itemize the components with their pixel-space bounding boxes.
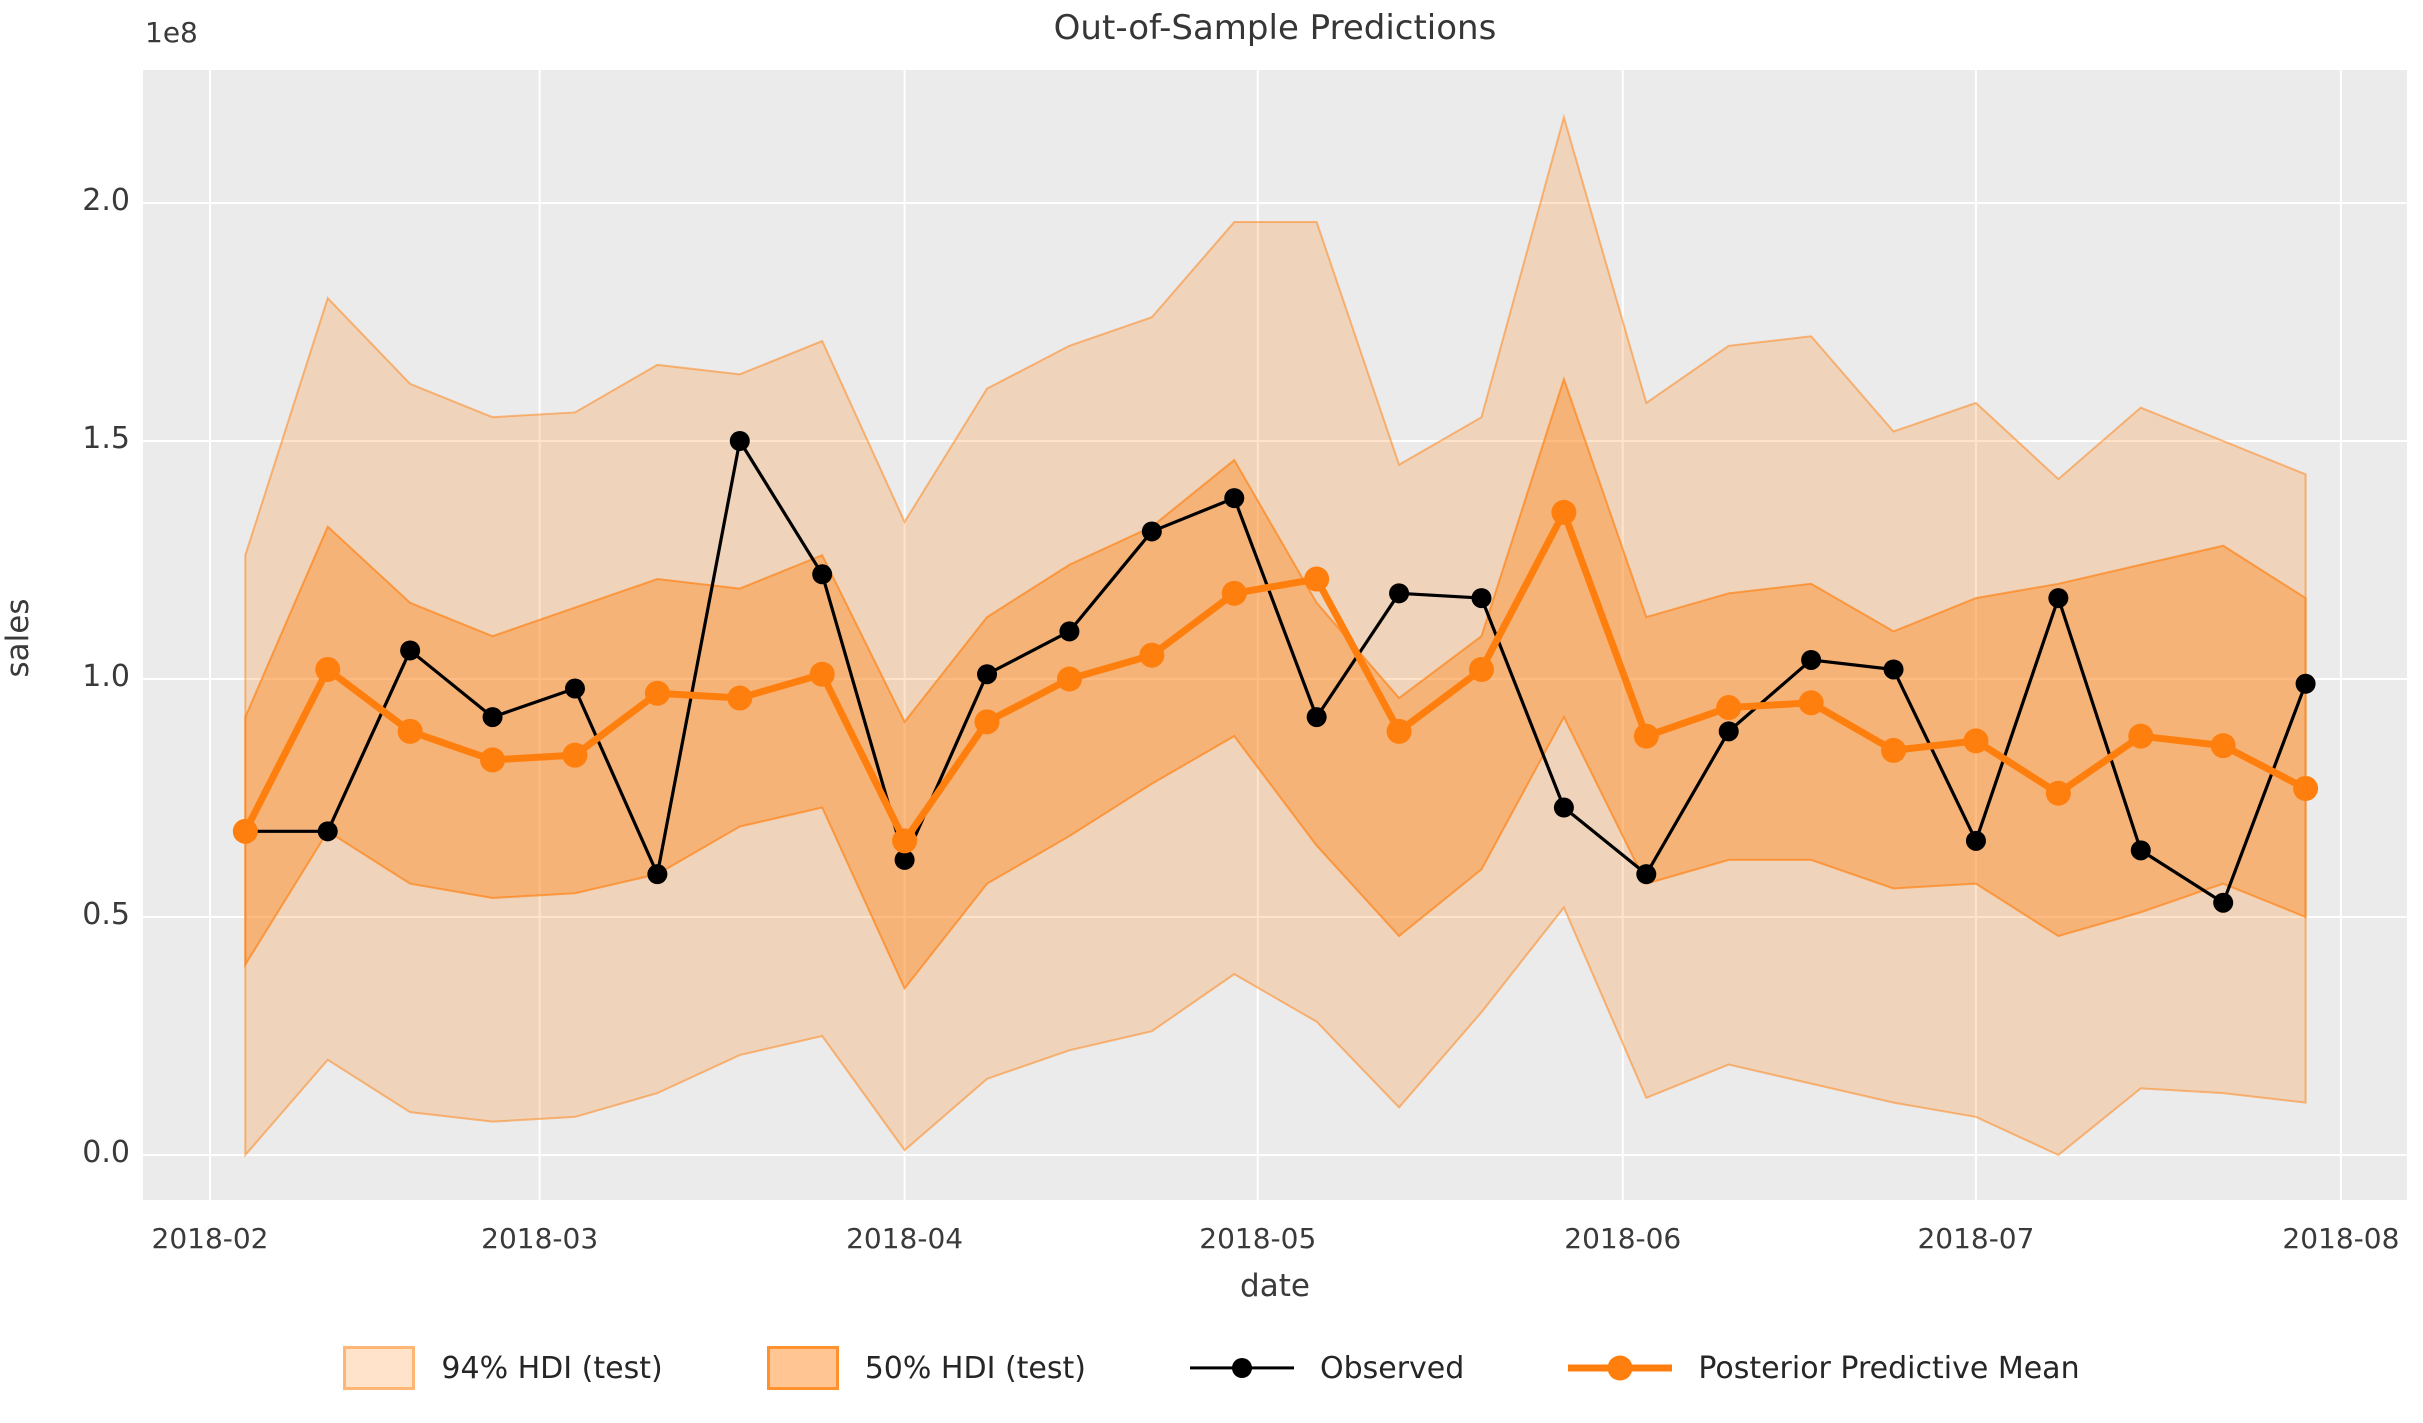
observed-point — [729, 431, 750, 451]
observed-point — [1965, 830, 1986, 851]
legend-line-sample — [1568, 1355, 1673, 1381]
posterior-mean-point — [2293, 775, 2319, 801]
posterior-mean-point — [1139, 642, 1165, 668]
observed-point — [2213, 892, 2234, 913]
posterior-mean-point — [1056, 666, 1082, 692]
observed-point — [1471, 588, 1492, 609]
x-tick-label: 2018-04 — [846, 1222, 964, 1255]
observed-point — [564, 678, 585, 699]
chart-title: Out-of-Sample Predictions — [1053, 8, 1497, 48]
posterior-mean-line — [242, 508, 2308, 845]
legend: 94% HDI (test) 50% HDI (test) Observed Post… — [0, 1325, 2423, 1411]
posterior-mean-point — [2045, 780, 2071, 806]
observed-point — [400, 640, 421, 661]
observed-point — [2130, 840, 2151, 861]
posterior-mean-point — [1963, 728, 1989, 754]
posterior-mean-point — [644, 680, 670, 706]
legend-label: 50% HDI (test) — [864, 1350, 1086, 1386]
x-tick-label: 2018-03 — [481, 1222, 599, 1255]
posterior-mean-point — [1798, 690, 1824, 716]
observed-point — [977, 664, 998, 685]
legend-swatch-50hdi — [766, 1346, 839, 1390]
y-tick-label: 0.0 — [82, 1135, 130, 1170]
posterior-mean-point — [315, 656, 341, 682]
observed-point — [1718, 721, 1739, 742]
observed-point — [1059, 621, 1080, 642]
legend-label: Observed — [1319, 1350, 1465, 1386]
y-axis-offset-label: 1e8 — [145, 16, 198, 49]
observed-point — [482, 707, 503, 728]
x-tick-label: 2018-05 — [1199, 1222, 1317, 1255]
x-tick-label: 2018-08 — [2282, 1222, 2400, 1255]
observed-point — [1306, 707, 1327, 728]
observed-point — [1801, 649, 1822, 670]
hdi50-band — [244, 375, 2307, 991]
observed-point — [1224, 488, 1245, 509]
observed-point — [1141, 521, 1162, 542]
legend-item: 50% HDI (test) — [766, 1346, 1086, 1390]
legend-swatch-94hdi — [343, 1346, 416, 1390]
plot-area — [143, 70, 2407, 1200]
posterior-mean-point — [1304, 566, 1330, 592]
legend-item: Observed — [1189, 1350, 1465, 1386]
y-tick-label: 1.0 — [82, 659, 130, 694]
legend-item: 94% HDI (test) — [343, 1346, 663, 1390]
observed-point — [2048, 588, 2069, 609]
hdi94-band — [244, 113, 2307, 1158]
observed-line — [245, 439, 2308, 905]
posterior-mean-point — [480, 747, 506, 773]
posterior-mean-point — [809, 661, 835, 687]
observed-point — [1553, 797, 1574, 818]
observed-point — [2295, 673, 2316, 694]
legend-label: 94% HDI (test) — [441, 1350, 663, 1386]
y-tick-label: 1.5 — [82, 421, 130, 456]
y-tick-label: 2.0 — [82, 183, 130, 218]
observed-point — [1636, 864, 1657, 885]
x-tick-label: 2018-07 — [1917, 1222, 2035, 1255]
x-tick-label: 2018-06 — [1564, 1222, 1682, 1255]
posterior-mean-point — [1468, 656, 1494, 682]
posterior-mean-point — [1551, 499, 1577, 525]
x-tick-label: 2018-02 — [151, 1222, 269, 1255]
posterior-mean-point — [1386, 718, 1412, 744]
posterior-mean-point — [892, 828, 918, 854]
posterior-mean-point — [2128, 723, 2154, 749]
legend-marker-dot — [1607, 1355, 1633, 1381]
legend-item: Posterior Predictive Mean — [1568, 1350, 2080, 1386]
posterior-mean-point — [232, 818, 258, 844]
posterior-mean-point — [1716, 695, 1742, 721]
observed-point — [1883, 659, 1904, 680]
legend-marker-dot — [1231, 1358, 1252, 1378]
posterior-mean-point — [397, 718, 423, 744]
observed-point — [317, 821, 338, 842]
observed-point — [647, 864, 668, 885]
posterior-mean-point — [1221, 580, 1247, 606]
posterior-mean-point — [562, 742, 588, 768]
posterior-mean-point — [1633, 723, 1659, 749]
x-axis-label: date — [1240, 1268, 1310, 1304]
posterior-mean-point — [2210, 733, 2236, 759]
observed-point — [894, 849, 915, 870]
legend-line-sample — [1189, 1358, 1294, 1378]
posterior-mean-point — [974, 709, 1000, 735]
y-tick-label: 0.5 — [82, 897, 130, 932]
legend-label: Posterior Predictive Mean — [1698, 1350, 2080, 1386]
posterior-mean-point — [1881, 737, 1907, 763]
posterior-mean-point — [727, 685, 753, 711]
observed-point — [812, 564, 833, 585]
observed-point — [1389, 583, 1410, 604]
